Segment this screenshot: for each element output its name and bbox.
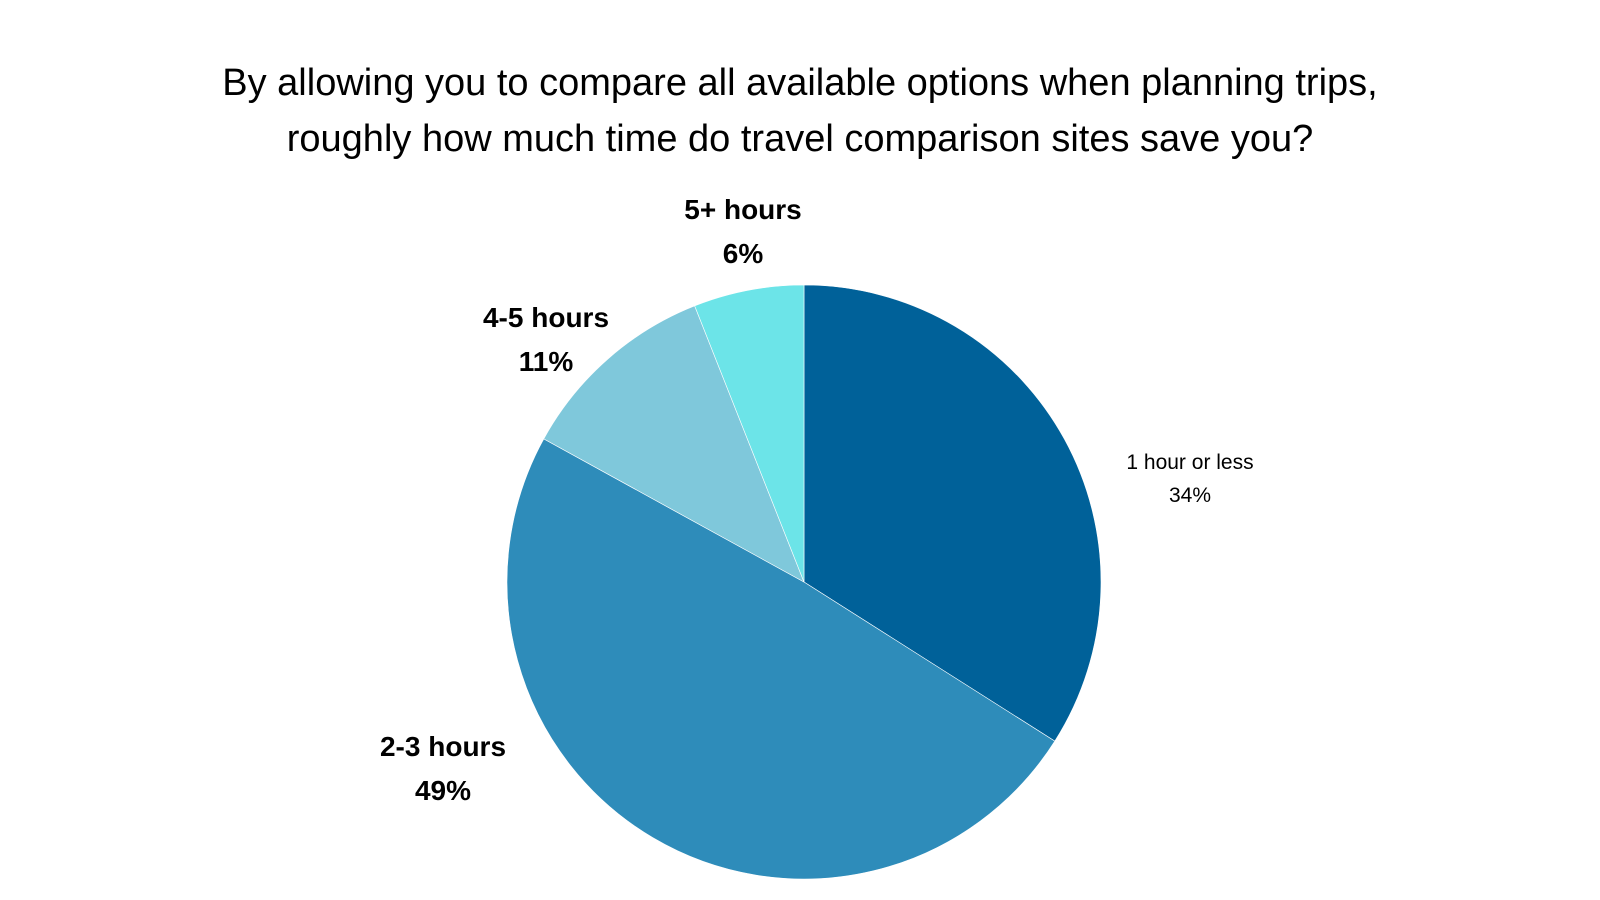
- chart-title-line-1: By allowing you to compare all available…: [222, 62, 1378, 104]
- slice-label-value: 49%: [414, 775, 472, 806]
- slice-label-5-plus-hours: 5+ hours 6%: [684, 188, 801, 276]
- slice-label-name: 4-5 hours: [482, 302, 610, 333]
- pie-slice-1-hour-or-less: [803, 284, 1102, 742]
- slice-label-name: 1 hour or less: [1126, 451, 1254, 474]
- slice-label-value: 6%: [722, 238, 764, 269]
- pie-slice-2-3-hours: [506, 438, 1056, 880]
- pie-slice-4-5-hours: [543, 305, 805, 583]
- chart-title: By allowing you to compare all available…: [0, 55, 1600, 167]
- chart-title-line-2: roughly how much time do travel comparis…: [286, 118, 1314, 160]
- slice-label-name: 5+ hours: [684, 194, 802, 225]
- slice-label-value: 34%: [1168, 484, 1212, 507]
- slice-label-4-5-hours: 4-5 hours 11%: [483, 296, 609, 384]
- pie-slice-5-hours: [694, 284, 805, 583]
- slice-label-1-hour-or-less: 1 hour or less 34%: [1126, 446, 1253, 512]
- slice-label-name: 2-3 hours: [379, 731, 507, 762]
- slice-label-2-3-hours: 2-3 hours 49%: [380, 725, 506, 813]
- slice-label-value: 11%: [518, 346, 574, 377]
